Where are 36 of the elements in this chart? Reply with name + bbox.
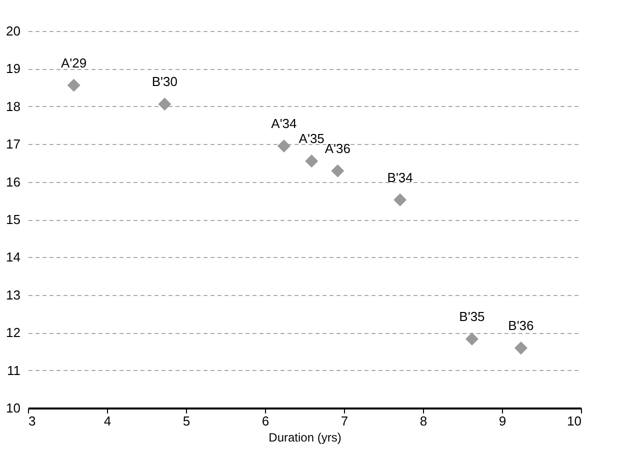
y-tick-label: 12 [6,325,20,340]
point [331,164,344,178]
y-tick-label: 17 [6,136,20,152]
annotation: A'29 [61,55,87,70]
point [465,332,478,346]
x-tick-label: 5 [182,414,190,428]
y-tick-label: 16 [6,174,20,190]
annotation: B'34 [387,170,413,185]
annotation: A'35 [298,131,324,146]
x-tick-label: 7 [340,414,348,428]
y-tick-label: 10 [6,400,20,416]
annotation: B'35 [459,309,485,324]
y-tick-label: 11 [7,362,20,378]
point [158,98,172,111]
y-tick-label: 14 [6,250,20,265]
point [277,139,290,153]
point [67,78,80,92]
point [305,154,318,168]
y-tick-label: 18 [6,98,20,114]
x-tick-label: 9 [498,414,506,428]
y-tick-label: 20 [6,24,20,38]
x-tick-label: 3 [28,414,36,428]
annotation: B'30 [152,74,178,90]
annotation: B'36 [508,318,534,334]
x-tick-label: 4 [104,414,112,428]
point [514,342,528,355]
y-tick-label: 13 [6,287,20,302]
point [394,193,407,206]
x-tick-label: 10 [567,414,582,428]
annotation: A'36 [324,140,350,156]
x-tick-label: 6 [262,414,270,428]
x-axis-title: Duration (yrs) [268,430,342,444]
y-tick-label: 15 [6,212,20,227]
annotation: A'34 [271,116,297,131]
x-tick-label: 8 [420,414,428,428]
y-tick-label: 19 [6,61,20,76]
